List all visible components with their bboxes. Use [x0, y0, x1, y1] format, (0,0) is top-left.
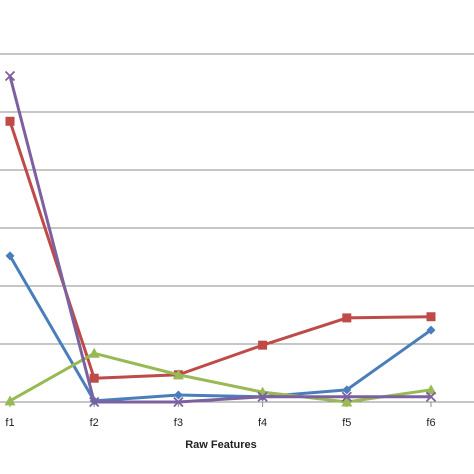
- marker: [173, 396, 184, 408]
- series-line: [8, 255, 432, 403]
- marker: [257, 391, 268, 402]
- marker: [341, 396, 353, 407]
- marker: [89, 396, 100, 408]
- marker: [258, 340, 268, 350]
- marker: [89, 373, 99, 383]
- marker: [341, 391, 352, 402]
- marker: [425, 391, 437, 402]
- marker: [172, 369, 184, 380]
- x-tick-label: f2: [90, 417, 99, 429]
- x-tick-label: f5: [342, 417, 351, 429]
- marker: [342, 313, 352, 323]
- marker: [4, 70, 16, 82]
- series-line: [9, 351, 432, 404]
- marker: [425, 384, 437, 395]
- marker: [88, 347, 100, 358]
- x-axis-title: Raw Features: [185, 439, 257, 451]
- series-line: [8, 75, 431, 404]
- marker: [426, 325, 436, 335]
- marker: [5, 116, 15, 126]
- x-tick-label: f6: [426, 417, 435, 429]
- x-tick-label: f3: [174, 417, 183, 429]
- series-line: [8, 120, 432, 380]
- marker: [173, 390, 183, 400]
- marker: [426, 312, 436, 322]
- x-tick-label: f4: [258, 417, 267, 429]
- marker: [5, 251, 15, 261]
- x-tick-label: f1: [5, 417, 14, 429]
- marker: [4, 395, 16, 406]
- marker: [342, 385, 352, 395]
